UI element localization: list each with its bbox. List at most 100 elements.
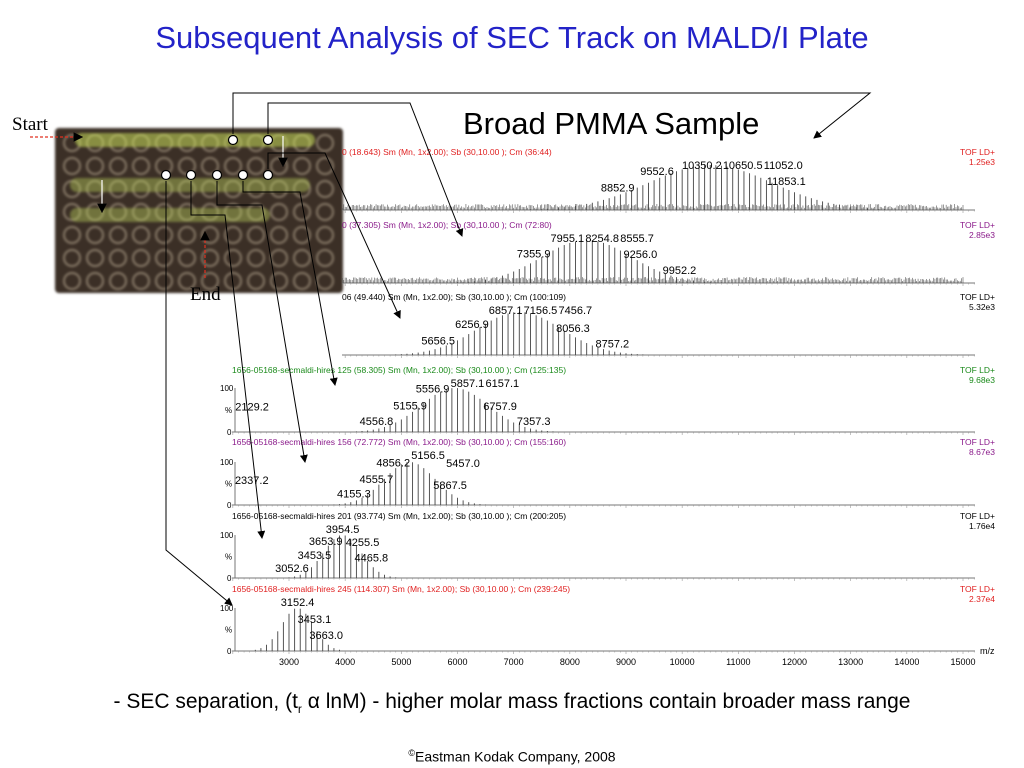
peak-label: 4465.8: [355, 552, 389, 564]
peak-label: 9552.6: [640, 166, 674, 178]
peak-label: 5556.9: [416, 383, 450, 395]
peak-label: 7156.5: [524, 305, 558, 317]
y-label: %: [225, 480, 232, 489]
plate-well: [132, 203, 150, 221]
plate-well: [86, 249, 104, 267]
plate-well: [293, 180, 311, 198]
fraction-spot-marker: [237, 169, 249, 181]
spectrum-1: 8852.9 9552.6 10350.2 10650.5 11052.0 11853.1: [342, 160, 975, 213]
plate-well: [247, 226, 265, 244]
spectrum-header: 06 (49.440) Sm (Mn, 1x2.00); Sb (30,10.0…: [342, 292, 566, 302]
plate-well: [224, 203, 242, 221]
peak-label: 6757.9: [483, 401, 517, 413]
peak-label: 6256.9: [455, 319, 489, 331]
spectrum-mode-intensity: TOF LD+ 1.25e3: [915, 147, 995, 167]
spectrum-mode: TOF LD+: [959, 220, 995, 230]
peak-label: 8555.7: [620, 233, 654, 245]
spectrum-mode: TOF LD+: [959, 365, 995, 375]
x-axis-label: m/z: [980, 646, 995, 656]
plate-well: [270, 180, 288, 198]
spectrum-intensity: 9.68e3: [969, 375, 995, 385]
sample-title: Broad PMMA Sample: [463, 106, 760, 141]
copyright: ©Eastman Kodak Company, 2008: [0, 748, 1024, 765]
plate-well: [201, 203, 219, 221]
peak-label: 4856.2: [376, 457, 410, 469]
y-tick-100: 100: [220, 458, 234, 467]
start-label: Start: [12, 114, 48, 135]
plate-well: [132, 272, 150, 290]
fraction-arrow: [242, 181, 338, 386]
peak-label: 8852.9: [601, 182, 635, 194]
end-label: End: [190, 284, 221, 305]
y-tick-0: 0: [227, 501, 232, 510]
fraction-spot-marker: [185, 169, 197, 181]
spectrum-header: 1656-05168-secmaldi-hires 245 (114.307) …: [232, 584, 571, 594]
maldi-plate-photo: [55, 128, 343, 293]
x-tick-label: 14000: [894, 657, 919, 667]
plate-well: [63, 272, 81, 290]
peak-label: 8056.3: [556, 323, 590, 335]
plate-well: [86, 226, 104, 244]
x-tick-label: 6000: [447, 657, 467, 667]
peak-label: 3152.4: [281, 597, 315, 609]
plate-well: [293, 272, 311, 290]
y-tick-0: 0: [227, 647, 232, 656]
spectrum-intensity: 2.85e3: [969, 230, 995, 240]
plate-well: [316, 249, 334, 267]
copyright-symbol: ©: [408, 748, 416, 758]
sample-track: [70, 208, 270, 222]
peak-label: 2337.2: [235, 475, 269, 487]
plate-well: [316, 180, 334, 198]
x-tick-label: 15000: [950, 657, 975, 667]
sample-track: [70, 178, 310, 192]
y-tick-0: 0: [227, 574, 232, 583]
spectrum-mode-intensity: TOF LD+ 5.32e3: [915, 292, 995, 312]
plate-well: [86, 157, 104, 175]
plate-well: [178, 249, 196, 267]
caption-post: lnM) - higher molar mass fractions conta…: [325, 690, 911, 713]
peak-label: 3663.0: [309, 630, 343, 642]
peak-label: 2129.2: [235, 401, 269, 413]
peak-label: 4155.3: [337, 488, 371, 500]
caption: - SEC separation, (tr α lnM) - higher mo…: [0, 690, 1024, 716]
spectrum-mode: TOF LD+: [959, 511, 995, 521]
plate-well: [155, 249, 173, 267]
peak-label: 6857.1: [489, 305, 523, 317]
plate-well: [178, 180, 196, 198]
plate-well: [109, 272, 127, 290]
y-tick-100: 100: [220, 384, 234, 393]
sample-track: [75, 133, 315, 147]
plate-well: [155, 180, 173, 198]
spectrum-intensity: 5.32e3: [969, 302, 995, 312]
plate-well: [86, 180, 104, 198]
caption-sub: r: [297, 702, 302, 717]
plate-well: [178, 226, 196, 244]
peak-label: 3052.6: [275, 563, 309, 575]
spectrum-mode-intensity: TOF LD+ 9.68e3: [915, 365, 995, 385]
plate-well: [132, 249, 150, 267]
plate-well: [86, 272, 104, 290]
peak-label: 7357.3: [517, 416, 551, 428]
peak-label: 7456.7: [558, 305, 592, 317]
peak-label: 9256.0: [624, 249, 658, 261]
plate-well: [270, 272, 288, 290]
plate-well: [224, 226, 242, 244]
peak-label: 7955.1: [550, 233, 584, 245]
spectrum-header: 1656-05168-secmaldi-hires 156 (72.772) S…: [232, 437, 567, 447]
fraction-arrow: [190, 181, 266, 539]
fraction-spot-marker: [262, 169, 274, 181]
plate-well: [63, 226, 81, 244]
y-tick-100: 100: [220, 531, 234, 540]
x-tick-label: 13000: [838, 657, 863, 667]
fraction-arrow: [267, 102, 464, 237]
fraction-arrow: [216, 181, 308, 463]
spectrum-header: 1656-05168-secmaldi-hires 201 (93.774) S…: [232, 511, 567, 521]
peak-label: 3954.5: [326, 524, 360, 536]
fraction-spot-marker: [227, 134, 239, 146]
fraction-arrow: [165, 181, 233, 606]
plate-well: [293, 249, 311, 267]
spectrum-header: 1656-05168-secmaldi-hires 125 (58.305) S…: [232, 365, 567, 375]
peak-label: 3453.5: [298, 550, 332, 562]
